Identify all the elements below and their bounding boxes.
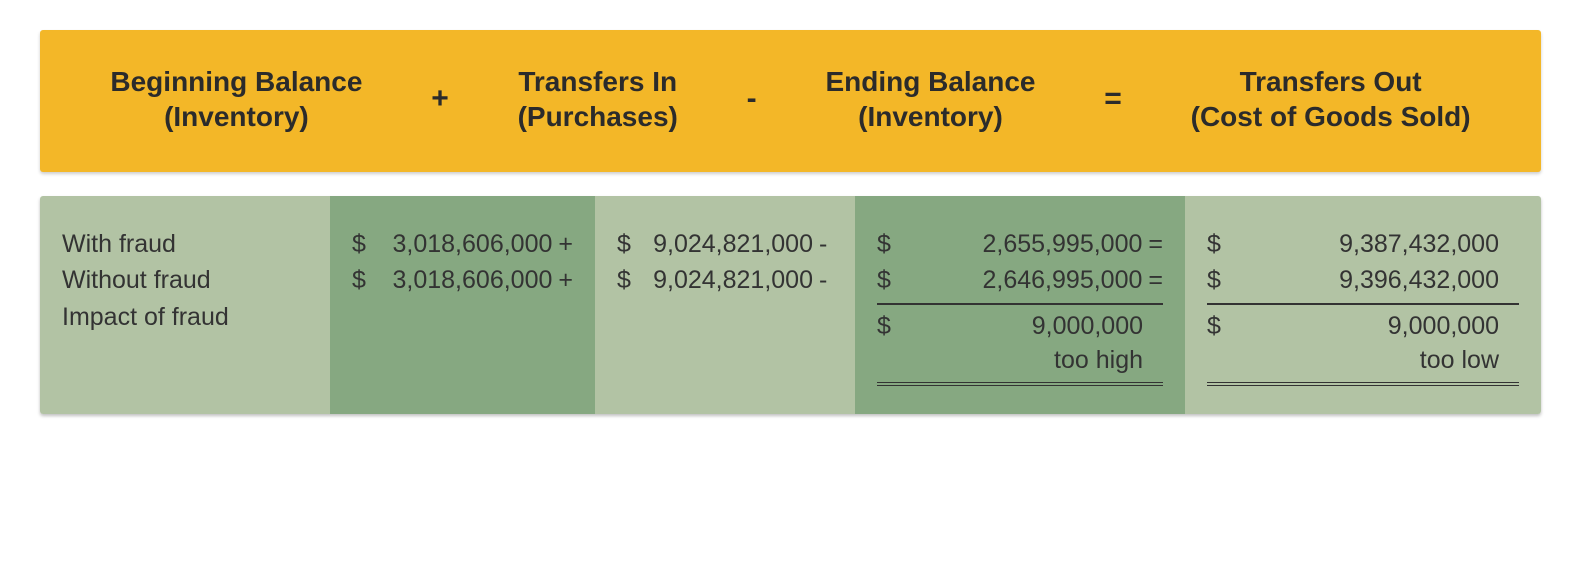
- cell-value: 3,018,606,000: [372, 226, 552, 262]
- table-cell: $ 9,024,821,000 -: [617, 226, 833, 262]
- table-cell: $ 9,387,432,000: [1207, 226, 1519, 262]
- beginning-balance-column: $ 3,018,606,000 + $ 3,018,606,000 +: [330, 196, 595, 414]
- cell-operator: -: [813, 226, 833, 262]
- formula-term-line: (Inventory): [110, 99, 362, 134]
- currency-symbol: $: [617, 226, 637, 262]
- cell-value: 3,018,606,000: [372, 262, 552, 298]
- table-cell: $ 2,646,995,000 =: [877, 262, 1163, 298]
- currency-symbol: $: [877, 262, 897, 298]
- table-cell: $ 2,655,995,000 =: [877, 226, 1163, 262]
- cell-operator: [1499, 308, 1519, 344]
- minus-operator: -: [739, 82, 765, 116]
- formula-term-ending: Ending Balance (Inventory): [825, 64, 1035, 134]
- table-cell-total: $ 9,000,000: [1207, 303, 1519, 344]
- transfers-out-column: $ 9,387,432,000 $ 9,396,432,000 $ 9,000,…: [1185, 196, 1541, 414]
- cell-value: 2,646,995,000: [897, 262, 1142, 298]
- formula-term-line: (Inventory): [825, 99, 1035, 134]
- formula-bar: Beginning Balance (Inventory) + Transfer…: [40, 30, 1541, 172]
- equals-operator: =: [1096, 82, 1130, 116]
- formula-term-line: Transfers In: [518, 64, 678, 99]
- cell-value: 9,396,432,000: [1227, 262, 1499, 298]
- cell-operator: [1499, 226, 1519, 262]
- cell-operator: =: [1142, 226, 1163, 262]
- row-labels-column: With fraud Without fraud Impact of fraud: [40, 196, 330, 414]
- formula-term-line: Transfers Out: [1191, 64, 1471, 99]
- currency-symbol: $: [877, 226, 897, 262]
- formula-term-line: (Cost of Goods Sold): [1191, 99, 1471, 134]
- cell-value: 9,024,821,000: [637, 262, 813, 298]
- table-cell: $ 9,024,821,000 -: [617, 262, 833, 298]
- currency-symbol: $: [1207, 226, 1227, 262]
- table-cell: $ 3,018,606,000 +: [352, 262, 573, 298]
- row-label: Impact of fraud: [62, 299, 308, 335]
- cell-value: 9,000,000: [897, 308, 1143, 344]
- transfers-in-column: $ 9,024,821,000 - $ 9,024,821,000 -: [595, 196, 855, 414]
- currency-symbol: $: [617, 262, 637, 298]
- ending-balance-column: $ 2,655,995,000 = $ 2,646,995,000 = $ 9,…: [855, 196, 1185, 414]
- cell-operator: [1499, 262, 1519, 298]
- currency-symbol: $: [352, 262, 372, 298]
- plus-operator: +: [423, 82, 457, 116]
- data-table: With fraud Without fraud Impact of fraud…: [40, 196, 1541, 414]
- cell-operator: =: [1142, 262, 1163, 298]
- impact-note: too high: [877, 344, 1163, 386]
- formula-term-line: Beginning Balance: [110, 64, 362, 99]
- row-label: Without fraud: [62, 262, 308, 298]
- cell-value: 9,000,000: [1227, 308, 1499, 344]
- cell-value: 9,387,432,000: [1227, 226, 1499, 262]
- formula-term-beginning: Beginning Balance (Inventory): [110, 64, 362, 134]
- currency-symbol: $: [877, 308, 897, 344]
- table-cell-total: $ 9,000,000: [877, 303, 1163, 344]
- currency-symbol: $: [352, 226, 372, 262]
- table-cell: $ 3,018,606,000 +: [352, 226, 573, 262]
- cell-value: 2,655,995,000: [897, 226, 1142, 262]
- cell-operator: +: [552, 226, 573, 262]
- formula-term-transfers-in: Transfers In (Purchases): [518, 64, 678, 134]
- table-cell: $ 9,396,432,000: [1207, 262, 1519, 298]
- formula-term-transfers-out: Transfers Out (Cost of Goods Sold): [1191, 64, 1471, 134]
- cell-operator: +: [552, 262, 573, 298]
- row-label: With fraud: [62, 226, 308, 262]
- currency-symbol: $: [1207, 308, 1227, 344]
- currency-symbol: $: [1207, 262, 1227, 298]
- impact-note: too low: [1207, 344, 1519, 386]
- formula-term-line: Ending Balance: [825, 64, 1035, 99]
- cell-operator: -: [813, 262, 833, 298]
- cell-operator: [1143, 308, 1163, 344]
- formula-term-line: (Purchases): [518, 99, 678, 134]
- cell-value: 9,024,821,000: [637, 226, 813, 262]
